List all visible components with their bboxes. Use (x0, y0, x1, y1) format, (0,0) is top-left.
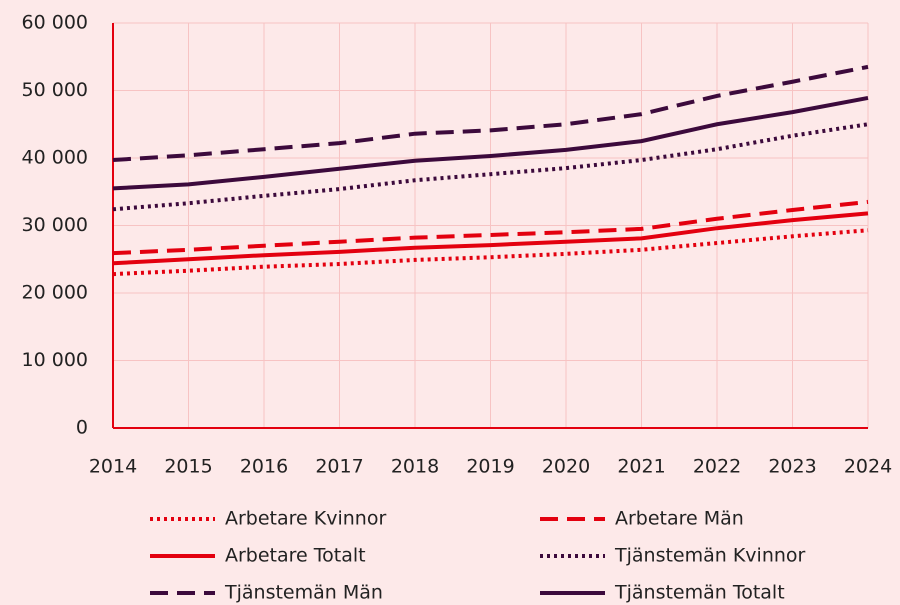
legend-label: Tjänstemän Män (224, 582, 383, 604)
legend-label: Arbetare Kvinnor (225, 508, 386, 530)
x-tick-label: 2021 (617, 456, 665, 478)
legend-label: Tjänstemän Kvinnor (614, 545, 806, 567)
x-tick-label: 2022 (693, 456, 741, 478)
line-series (112, 199, 869, 256)
legend-label: Arbetare Män (615, 508, 744, 530)
x-tick-label: 2020 (542, 456, 590, 478)
line-series (112, 228, 869, 277)
x-tick-label: 2024 (844, 456, 892, 478)
y-tick-label: 0 (76, 417, 88, 439)
x-tick-label: 2018 (391, 456, 439, 478)
x-tick-label: 2019 (466, 456, 514, 478)
y-tick-label: 30 000 (22, 214, 88, 236)
x-tick-label: 2017 (315, 456, 363, 478)
x-tick-label: 2016 (240, 456, 288, 478)
line-series (112, 95, 869, 191)
x-tick-label: 2015 (164, 456, 212, 478)
y-tick-label: 20 000 (22, 282, 88, 304)
y-tick-label: 50 000 (22, 79, 88, 101)
legend-label: Arbetare Totalt (225, 545, 366, 567)
line-series (112, 64, 869, 163)
x-tick-label: 2014 (89, 456, 137, 478)
legend-label: Tjänstemän Totalt (614, 582, 785, 604)
y-tick-label: 60 000 (22, 12, 88, 34)
line-series (112, 211, 869, 266)
line-series (112, 122, 869, 212)
y-tick-label: 40 000 (22, 147, 88, 169)
y-tick-label: 10 000 (22, 349, 88, 371)
x-tick-label: 2023 (768, 456, 816, 478)
